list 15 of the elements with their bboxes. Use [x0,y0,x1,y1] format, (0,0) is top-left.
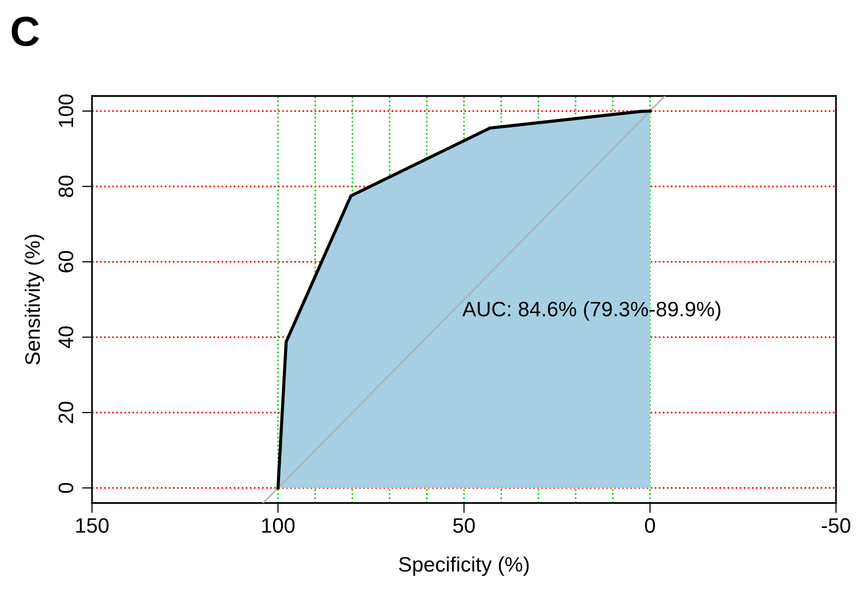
annotation: AUC: 84.6% (79.3%-89.9%) [462,301,720,321]
y-axis-title: Sensitivity (%) [24,234,44,365]
y-tick-label: 100 [58,94,74,127]
x-tick-label: 100 [262,518,295,533]
x-axis-title: Specificity (%) [398,556,529,576]
x-tick-label: 50 [453,518,475,533]
y-tick-label: 40 [58,326,74,348]
chart-title: C [12,16,39,46]
y-tick-label: 60 [58,251,74,272]
x-tick-label: 150 [76,518,109,533]
x-tick-label: -50 [822,518,850,533]
y-tick-label: 20 [58,402,74,424]
y-tick-label: 0 [58,482,74,493]
x-tick-label: 0 [645,518,655,533]
y-tick-label: 80 [58,176,74,198]
